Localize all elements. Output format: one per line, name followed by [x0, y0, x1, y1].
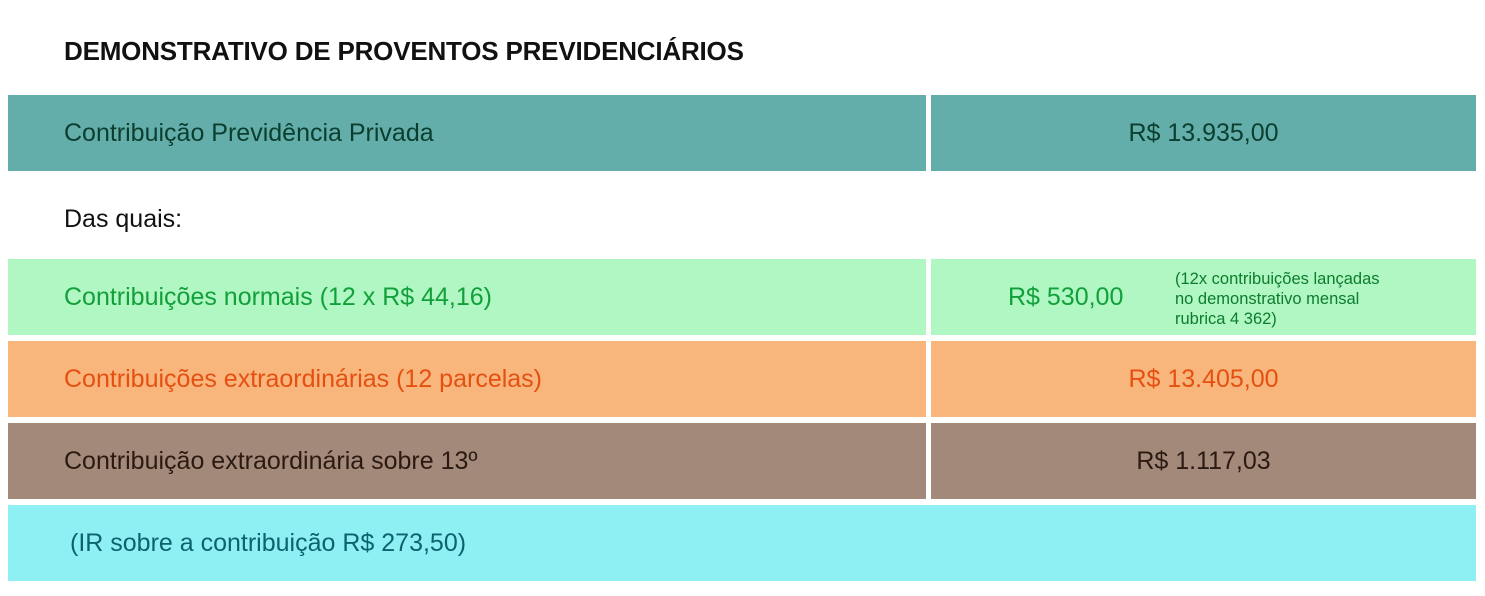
- total-contribution-label: Contribuição Previdência Privada: [8, 95, 926, 171]
- normal-contributions-label: Contribuições normais (12 x R$ 44,16): [8, 259, 926, 335]
- total-contribution-value-text: R$ 13.935,00: [1128, 118, 1279, 147]
- normal-contributions-amount: R$ 530,00: [1008, 282, 1124, 311]
- note-line: rubrica 4 362): [1175, 310, 1277, 328]
- thirteenth-contribution-label: Contribuição extraordinária sobre 13º: [8, 423, 926, 499]
- thirteenth-contribution-value-text: R$ 1.117,03: [1136, 446, 1271, 475]
- normal-contributions-label-text: Contribuições normais (12 x R$ 44,16): [64, 282, 492, 311]
- normal-contributions-note: (12x contribuições lançadas no demonstra…: [1175, 269, 1465, 329]
- thirteenth-contribution-label-text: Contribuição extraordinária sobre 13º: [64, 446, 478, 475]
- extraordinary-contributions-label-text: Contribuições extraordinárias (12 parcel…: [64, 364, 543, 393]
- extraordinary-contributions-value-text: R$ 13.405,00: [1128, 364, 1279, 393]
- note-line: (12x contribuições lançadas: [1175, 270, 1380, 288]
- extraordinary-contributions-label: Contribuições extraordinárias (12 parcel…: [8, 341, 926, 417]
- income-tax-note-text: (IR sobre a contribuição R$ 273,50): [70, 528, 467, 557]
- thirteenth-contribution-value: R$ 1.117,03: [931, 423, 1476, 499]
- extraordinary-contributions-value: R$ 13.405,00: [931, 341, 1476, 417]
- page-title: DEMONSTRATIVO DE PROVENTOS PREVIDENCIÁRI…: [64, 36, 744, 66]
- note-line: no demonstrativo mensal: [1175, 290, 1360, 308]
- normal-contributions-value: R$ 530,00 (12x contribuições lançadas no…: [931, 259, 1476, 335]
- subheading: Das quais:: [64, 205, 183, 233]
- total-contribution-label-text: Contribuição Previdência Privada: [64, 118, 434, 147]
- income-tax-note: (IR sobre a contribuição R$ 273,50): [8, 505, 1476, 581]
- total-contribution-value: R$ 13.935,00: [931, 95, 1476, 171]
